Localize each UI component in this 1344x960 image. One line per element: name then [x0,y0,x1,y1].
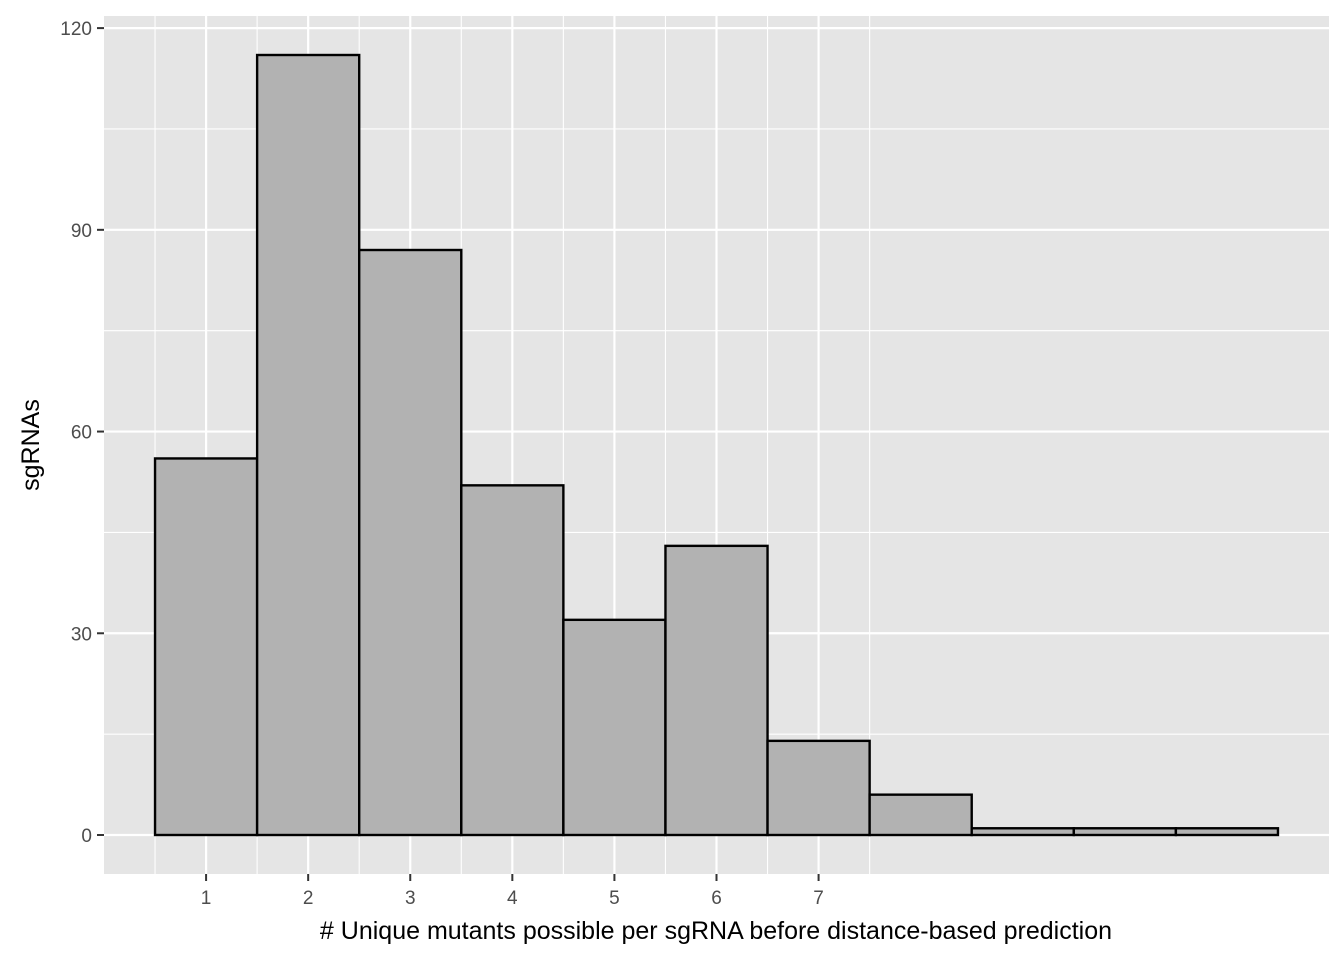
y-tick-label: 90 [71,221,92,242]
y-tick-label: 120 [60,19,92,40]
y-axis: 0 30 60 90 120 [60,19,104,847]
y-axis-title: sgRNAs [17,399,45,491]
histogram-bar [460,484,565,837]
histogram-bar [1174,827,1280,837]
x-axis-title: # Unique mutants possible per sgRNA befo… [320,917,1112,945]
x-tick-label: 6 [711,888,722,909]
histogram-bar [868,793,973,837]
y-tick-label: 0 [81,826,92,847]
histogram-bar [766,739,871,837]
x-axis: 1 2 3 4 5 6 7 [201,874,824,909]
x-tick-label: 5 [609,888,620,909]
x-tick-label: 7 [813,888,824,909]
histogram-bar [255,53,361,837]
histogram-bar [358,248,463,837]
x-tick-label: 1 [201,888,212,909]
bars [153,53,1280,837]
x-tick-label: 3 [405,888,416,909]
histogram-bar [970,827,1075,837]
histogram-bar [562,618,667,837]
histogram-bar [1072,827,1178,837]
histogram-bar [664,544,769,837]
y-tick-label: 30 [71,624,92,645]
histogram-bar [153,457,259,837]
y-tick-label: 60 [71,423,92,444]
x-tick-label: 2 [303,888,314,909]
x-tick-label: 4 [507,888,518,909]
